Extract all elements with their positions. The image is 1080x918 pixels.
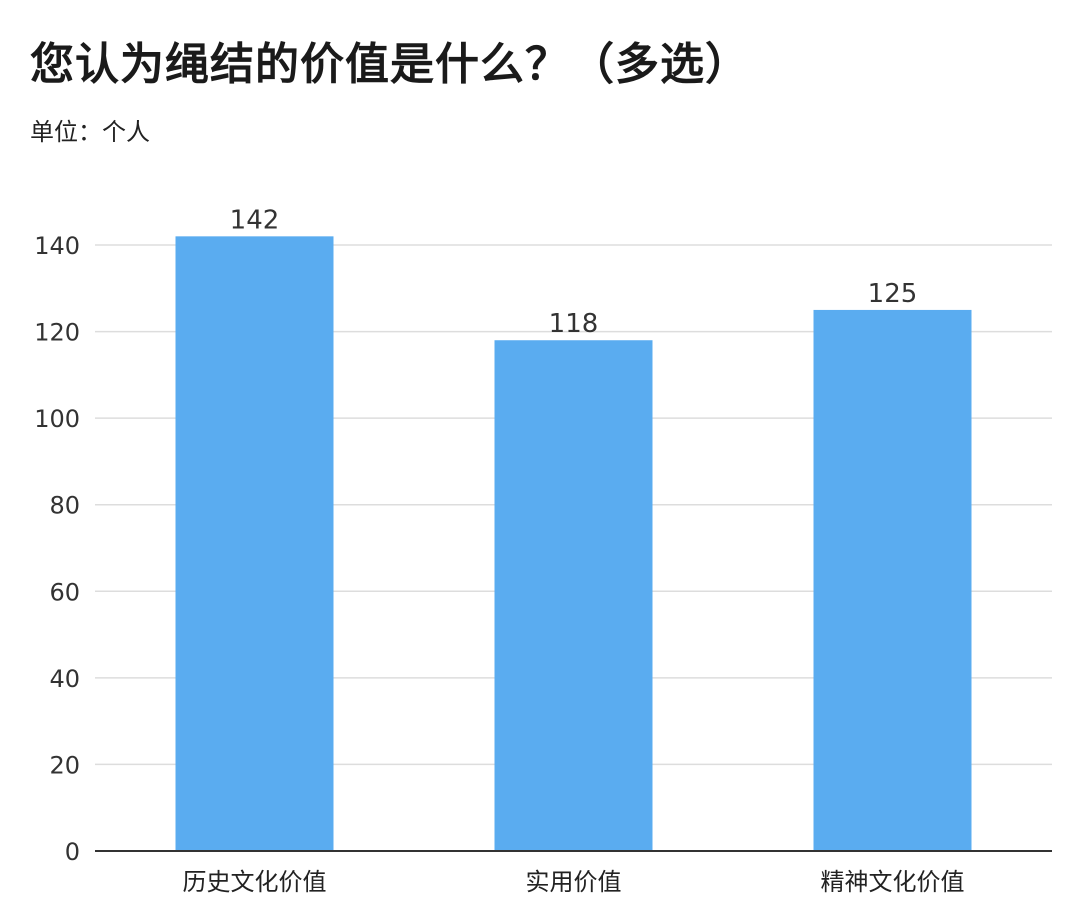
y-tick-label: 80 [49, 492, 80, 520]
data-label: 118 [549, 309, 599, 339]
bar [813, 309, 972, 851]
x-category-label: 实用价值 [526, 868, 622, 896]
data-labels: 142 118 125 [230, 205, 918, 339]
bars [175, 236, 972, 852]
y-tick-label: 100 [34, 405, 80, 433]
data-label: 142 [230, 205, 280, 235]
y-tick-label: 40 [49, 665, 80, 693]
unit-label: 单位：个人 [30, 118, 150, 146]
data-label: 125 [868, 279, 918, 309]
y-axis-ticks: 0 20 40 60 80 100 120 140 [34, 232, 80, 866]
x-axis-categories: 历史文化价值 实用价值 精神文化价值 [183, 868, 965, 896]
y-tick-label: 140 [34, 232, 80, 260]
x-category-label: 精神文化价值 [821, 868, 965, 896]
bar [175, 236, 334, 852]
x-category-label: 历史文化价值 [183, 868, 327, 896]
chart-title: 您认为绳结的价值是什么？（多选） [30, 39, 750, 90]
bar [494, 340, 653, 851]
y-tick-label: 120 [34, 319, 80, 347]
y-tick-label: 20 [49, 751, 80, 779]
y-tick-label: 60 [49, 578, 80, 606]
y-tick-label: 0 [65, 838, 80, 866]
